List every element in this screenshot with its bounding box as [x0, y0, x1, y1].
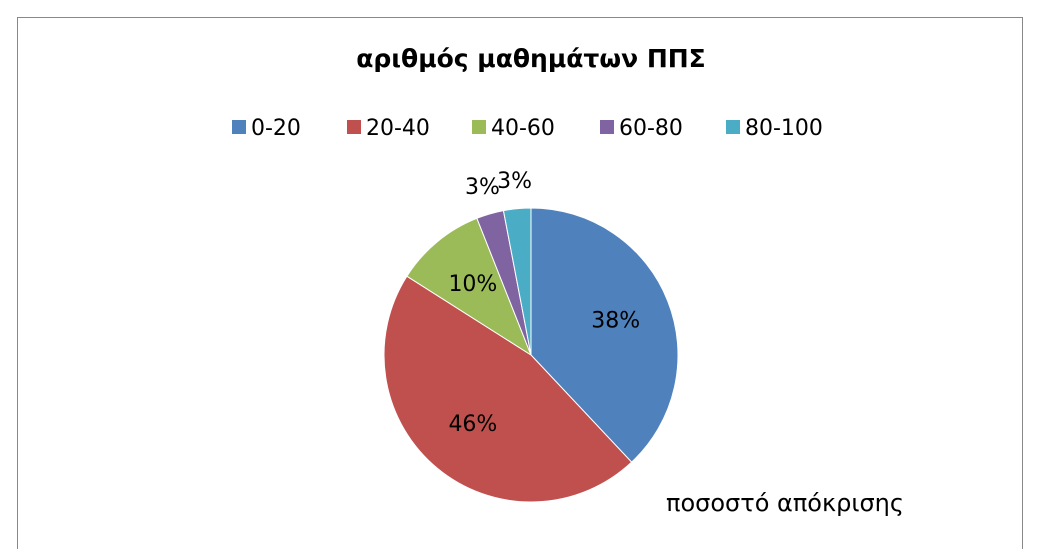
- pie-slice: [502, 207, 532, 356]
- chart-frame: [17, 17, 1023, 549]
- data-label: 3%: [465, 175, 500, 200]
- legend-label: 0-20: [251, 116, 301, 141]
- annotation: ποσοστό απόκρισης: [666, 489, 904, 517]
- data-label: 46%: [448, 412, 497, 437]
- legend-label: 60-80: [619, 116, 683, 141]
- pie-slice: [383, 275, 633, 503]
- pie-slice: [406, 217, 533, 357]
- legend-label: 20-40: [366, 116, 430, 141]
- legend-swatch: [472, 120, 486, 134]
- chart-title: αριθμός μαθημάτων ΠΠΣ: [356, 44, 706, 73]
- pie-slice: [530, 207, 679, 463]
- data-label: 10%: [448, 272, 497, 297]
- data-label: 38%: [591, 308, 640, 333]
- legend-label: 80-100: [745, 116, 823, 141]
- legend-swatch: [232, 120, 246, 134]
- legend-swatch: [600, 120, 614, 134]
- legend-label: 40-60: [491, 116, 555, 141]
- data-label: 3%: [497, 169, 532, 194]
- legend-swatch: [726, 120, 740, 134]
- legend-swatch: [347, 120, 361, 134]
